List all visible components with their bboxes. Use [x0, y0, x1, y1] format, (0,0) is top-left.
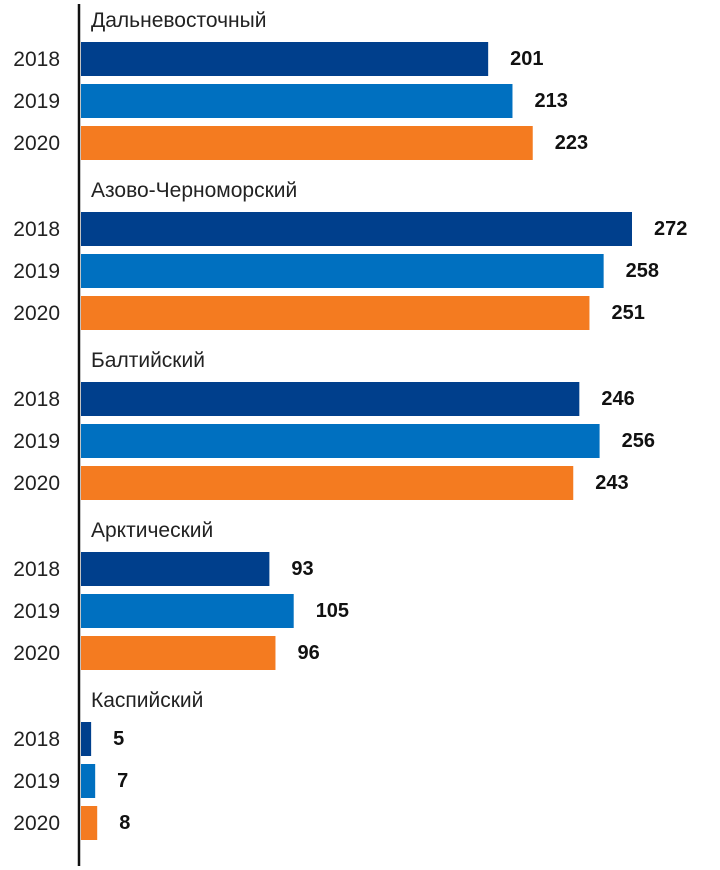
value-label: 251 [611, 302, 644, 324]
value-label: 5 [113, 728, 124, 750]
bar-2019 [81, 424, 600, 458]
bar-2019 [81, 254, 604, 288]
year-label: 2018 [13, 48, 60, 71]
bar-2018 [81, 42, 489, 76]
bar-2019 [81, 84, 513, 118]
bar-2020 [81, 806, 98, 840]
bar-2020 [81, 466, 574, 500]
year-label: 2018 [13, 218, 60, 241]
year-label: 2019 [13, 600, 60, 623]
year-label: 2019 [13, 260, 60, 283]
value-label: 258 [626, 260, 659, 282]
year-label: 2018 [13, 388, 60, 411]
group-label: Каспийский [91, 689, 203, 712]
year-label: 2020 [13, 302, 60, 325]
year-label: 2018 [13, 558, 60, 581]
value-label: 256 [622, 430, 655, 452]
year-label: 2018 [13, 728, 60, 751]
value-label: 96 [297, 642, 319, 664]
value-label: 246 [601, 388, 634, 410]
bar-2020 [81, 126, 533, 160]
bar-2018 [81, 212, 632, 246]
bar-2018 [81, 722, 92, 756]
value-label: 243 [595, 472, 628, 494]
bar-2020 [81, 296, 590, 330]
year-label: 2019 [13, 430, 60, 453]
year-label: 2020 [13, 472, 60, 495]
bar-2018 [81, 552, 270, 586]
year-label: 2019 [13, 90, 60, 113]
bar-2019 [81, 764, 96, 798]
bar-2019 [81, 594, 294, 628]
bar-2018 [81, 382, 580, 416]
value-label: 201 [510, 48, 543, 70]
value-label: 272 [654, 218, 687, 240]
value-label: 93 [291, 558, 313, 580]
value-label: 213 [534, 90, 567, 112]
year-label: 2020 [13, 812, 60, 835]
value-label: 7 [117, 770, 128, 792]
value-label: 223 [555, 132, 588, 154]
group-label: Арктический [91, 519, 213, 542]
group-label: Балтийский [91, 349, 205, 372]
value-label: 8 [119, 812, 130, 834]
year-label: 2020 [13, 132, 60, 155]
year-label: 2019 [13, 770, 60, 793]
group-label: Дальневосточный [91, 9, 266, 32]
group-label: Азово-Черноморский [91, 179, 297, 202]
year-label: 2020 [13, 642, 60, 665]
value-label: 105 [316, 600, 349, 622]
bar-2020 [81, 636, 276, 670]
